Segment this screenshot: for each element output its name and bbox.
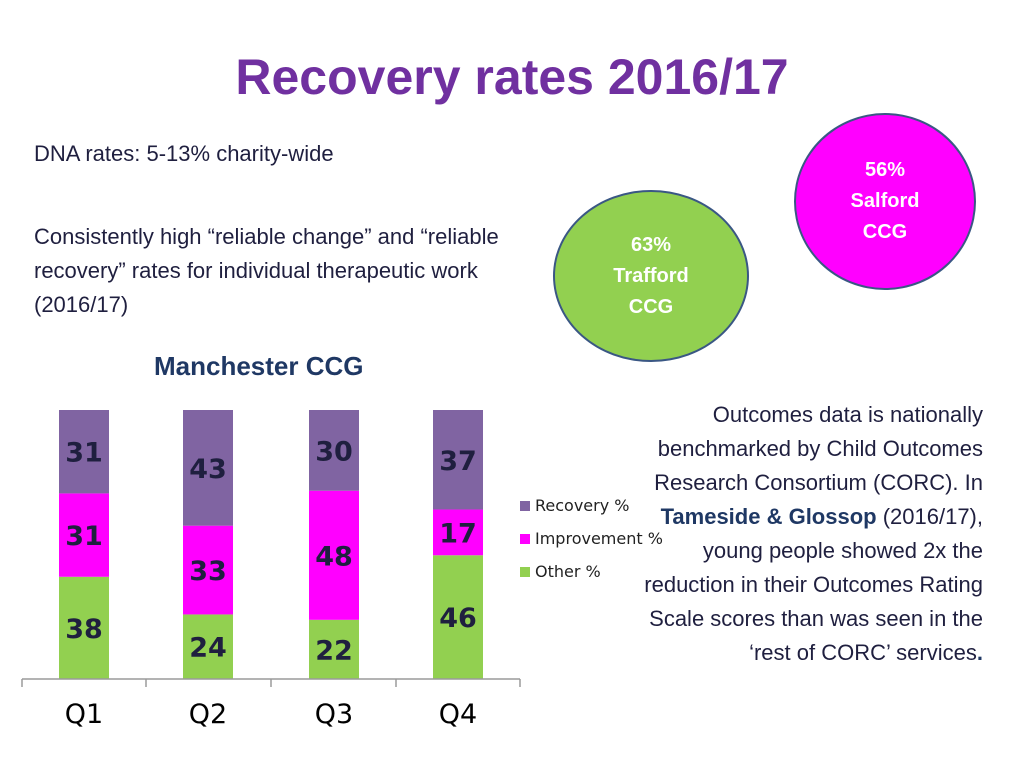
salford-name: Salford <box>850 190 920 212</box>
bar-q2-other <box>183 614 233 679</box>
bar-label-q4-other: 46 <box>439 603 477 634</box>
x-tick-label-q4: Q4 <box>439 699 477 730</box>
trafford-ccg-bubble: 63% Trafford CCG <box>553 190 749 362</box>
bar-label-q2-other: 24 <box>189 633 227 664</box>
legend-label-recovery: Recovery % <box>535 496 629 515</box>
bar-label-q2-improvement: 33 <box>189 556 227 587</box>
bar-label-q3-other: 22 <box>315 635 353 666</box>
salford-ccg-bubble: 56% Salford CCG <box>794 113 976 290</box>
bar-q4-other <box>433 555 483 679</box>
trafford-name: Trafford <box>613 264 689 287</box>
bar-label-q3-recovery: 30 <box>315 436 353 467</box>
page-title: Recovery rates 2016/17 <box>235 49 789 105</box>
bar-q3-other <box>309 619 359 679</box>
bar-label-q3-improvement: 48 <box>315 541 353 572</box>
legend-swatch-recovery <box>520 501 530 511</box>
corc-text: Outcomes data is nationally benchmarked … <box>640 398 983 670</box>
trafford-pct: 63% <box>630 233 672 256</box>
bar-label-q1-improvement: 31 <box>65 521 103 552</box>
bar-q4-recovery <box>433 410 483 510</box>
bar-label-q2-recovery: 43 <box>189 454 227 485</box>
stacked-bar-chart: 38 31 31 Q1 24 33 43 Q2 22 48 30 Q3 46 17 37 Q4 Recovery… <box>21 410 663 730</box>
corc-text-after: (2016/17), young people showed 2x the re… <box>644 504 983 665</box>
bar-label-q1-recovery: 31 <box>65 438 103 469</box>
chart-title: Manchester CCG <box>154 351 364 381</box>
corc-text-before: Outcomes data is nationally benchmarked … <box>654 402 983 495</box>
dna-rates-text: DNA rates: 5-13% charity-wide <box>34 141 334 166</box>
trafford-ccg: CCG <box>628 295 674 318</box>
bar-q3-improvement <box>309 490 359 620</box>
bar-q3-recovery <box>309 410 359 491</box>
reliable-change-text: Consistently high “reliable change” and … <box>34 224 499 317</box>
corc-text-bold: Tameside & Glossop <box>660 504 877 529</box>
legend-label-improvement: Improvement % <box>535 529 663 548</box>
x-tick-label-q2: Q2 <box>189 699 227 730</box>
bar-q2-improvement <box>183 525 233 615</box>
bar-q2-recovery <box>183 410 233 526</box>
corc-text-end: . <box>976 640 983 665</box>
salford-ccg: CCG <box>862 221 908 243</box>
bar-label-q1-other: 38 <box>65 614 103 645</box>
legend-label-other: Other % <box>535 562 601 581</box>
salford-pct: 56% <box>864 159 906 181</box>
legend-swatch-improvement <box>520 534 530 544</box>
x-tick-label-q3: Q3 <box>315 699 353 730</box>
bar-q1-improvement <box>59 493 109 577</box>
bar-label-q4-improvement: 17 <box>439 518 477 549</box>
bar-label-q4-recovery: 37 <box>439 446 477 477</box>
legend-swatch-other <box>520 567 530 577</box>
x-tick-label-q1: Q1 <box>65 699 103 730</box>
bar-q1-recovery <box>59 410 109 494</box>
bar-q1-other <box>59 576 109 679</box>
bar-q4-improvement <box>433 509 483 556</box>
